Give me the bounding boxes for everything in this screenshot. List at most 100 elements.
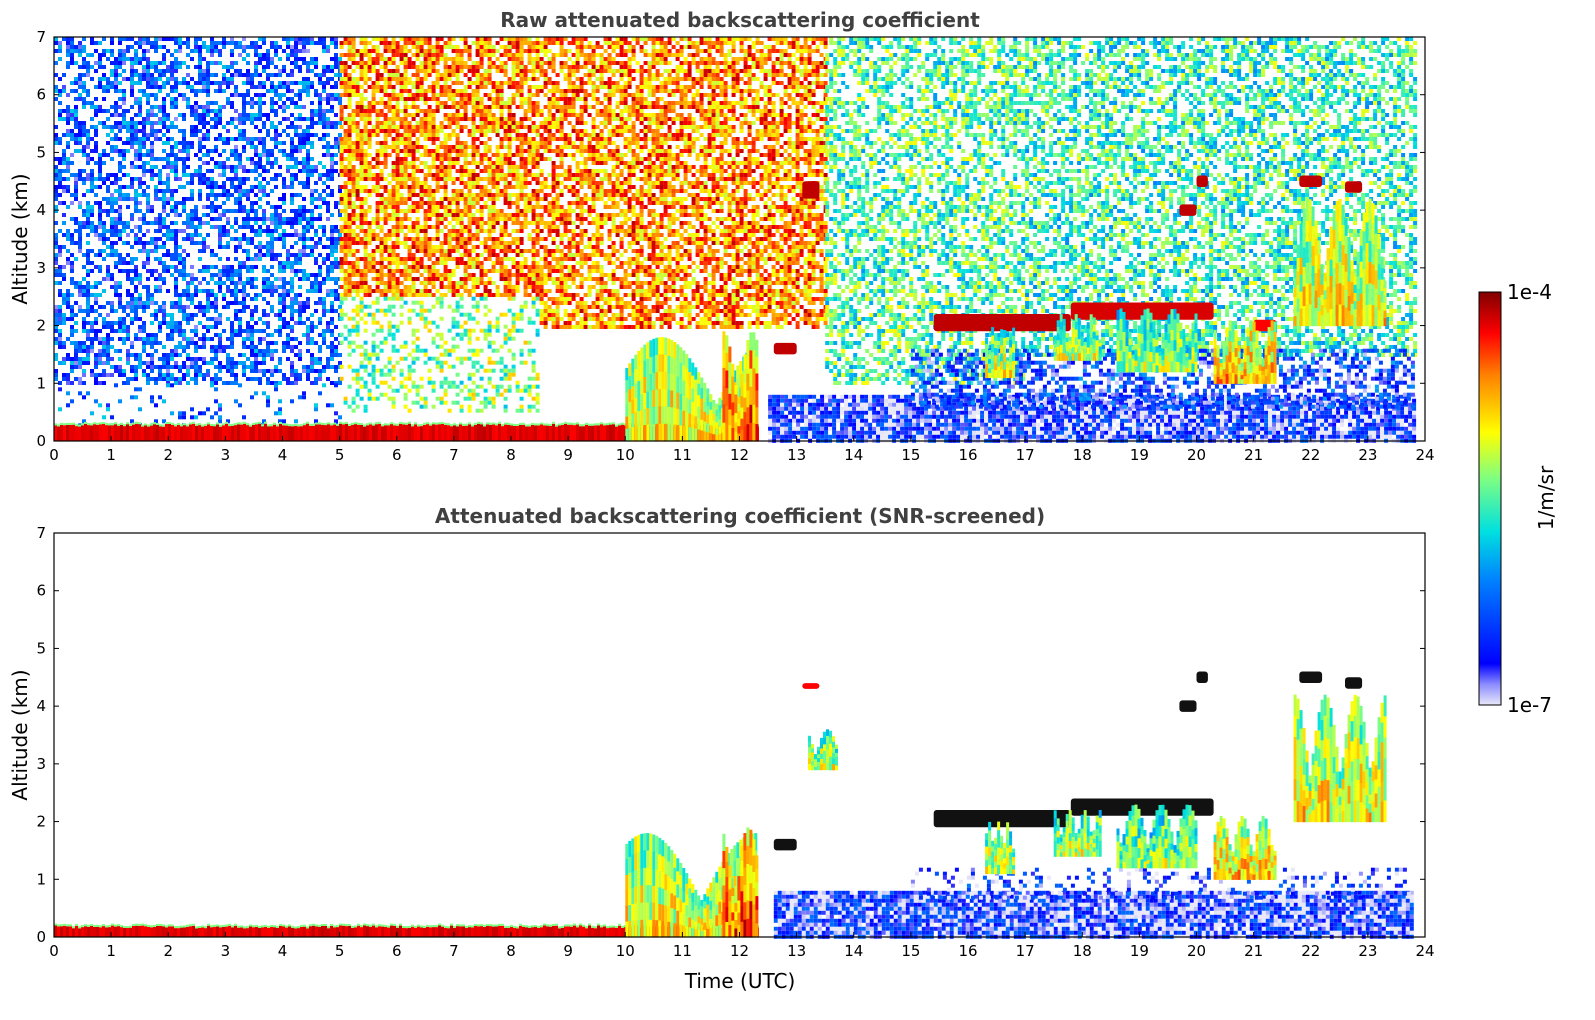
feature-cloud bbox=[1345, 181, 1363, 193]
x-tick-label: 17 bbox=[1016, 446, 1035, 464]
feature-noise bbox=[825, 37, 1026, 385]
x-tick-label: 24 bbox=[1415, 942, 1434, 960]
feature-virga bbox=[1293, 694, 1387, 823]
feature-noise bbox=[54, 37, 342, 385]
x-tick-label: 3 bbox=[221, 942, 231, 960]
x-tick-label: 1 bbox=[106, 942, 116, 960]
raw-x-ticks: 0 1 2 3 4 5 6 7 8 9 10 11 12 13 14 15 16 17 18 19 20 21 22 23 24 bbox=[49, 436, 1435, 464]
feature-virga bbox=[1053, 810, 1102, 857]
feature-cloud bbox=[1179, 700, 1197, 712]
x-tick-label: 10 bbox=[616, 446, 635, 464]
x-tick-label: 2 bbox=[163, 446, 173, 464]
feature-cloud bbox=[933, 314, 1071, 332]
feature-plume bbox=[722, 827, 759, 938]
feature-noise bbox=[339, 296, 540, 413]
feature-cloud bbox=[773, 342, 797, 355]
x-tick-label: 5 bbox=[335, 942, 345, 960]
x-tick-label: 4 bbox=[278, 942, 288, 960]
x-tick-label: 13 bbox=[787, 942, 806, 960]
raw-heatmap-area bbox=[54, 37, 1418, 443]
screened-panel-title: Attenuated backscattering coefficient (S… bbox=[435, 504, 1045, 528]
y-tick-label: 4 bbox=[36, 697, 46, 715]
x-tick-label: 10 bbox=[616, 942, 635, 960]
feature-cloud bbox=[1070, 798, 1214, 816]
y-tick-label: 1 bbox=[36, 870, 46, 888]
feature-cloud bbox=[773, 838, 797, 851]
x-tick-label: 23 bbox=[1358, 942, 1377, 960]
feature-cloud bbox=[1299, 175, 1323, 187]
x-tick-label: 5 bbox=[335, 446, 345, 464]
y-tick-label: 7 bbox=[36, 28, 46, 46]
x-tick-label: 6 bbox=[392, 446, 402, 464]
x-tick-label: 12 bbox=[730, 942, 749, 960]
colorbar-min-label: 1e-7 bbox=[1507, 693, 1552, 717]
x-tick-label: 18 bbox=[1073, 446, 1092, 464]
y-tick-label: 7 bbox=[36, 524, 46, 542]
x-tick-label: 0 bbox=[49, 942, 59, 960]
x-tick-label: 14 bbox=[844, 942, 863, 960]
feature-noise bbox=[768, 394, 1417, 443]
x-tick-label: 0 bbox=[49, 446, 59, 464]
y-tick-label: 5 bbox=[36, 639, 46, 657]
x-tick-label: 17 bbox=[1016, 942, 1035, 960]
screened-backscatter-panel: Attenuated backscattering coefficient (S… bbox=[8, 504, 1435, 993]
feature-virga bbox=[985, 327, 1016, 379]
x-tick-label: 9 bbox=[563, 942, 573, 960]
x-tick-label: 15 bbox=[901, 942, 920, 960]
y-tick-label: 5 bbox=[36, 143, 46, 161]
screened-heatmap-area bbox=[54, 671, 1414, 939]
y-tick-label: 2 bbox=[36, 813, 46, 831]
x-tick-label: 15 bbox=[901, 446, 920, 464]
feature-virga bbox=[1293, 198, 1387, 327]
screened-x-ticks: 0 1 2 3 4 5 6 7 8 9 10 11 12 13 14 15 16 17 18 19 20 21 22 23 24 bbox=[49, 932, 1435, 960]
x-tick-label: 20 bbox=[1187, 446, 1206, 464]
x-tick-label: 4 bbox=[278, 446, 288, 464]
feature-virga bbox=[1053, 314, 1102, 361]
y-tick-label: 0 bbox=[36, 928, 46, 946]
y-tick-label: 3 bbox=[36, 259, 46, 277]
x-tick-label: 6 bbox=[392, 942, 402, 960]
feature-plume bbox=[722, 331, 759, 442]
colorbar: 1e-4 1e-7 1/m/sr bbox=[1478, 280, 1558, 717]
feature-cloud bbox=[802, 683, 820, 689]
feature-virga bbox=[985, 821, 1016, 875]
feature-virga bbox=[1213, 320, 1277, 384]
x-tick-label: 22 bbox=[1301, 446, 1320, 464]
x-tick-label: 16 bbox=[958, 942, 977, 960]
feature-noise bbox=[773, 890, 1414, 939]
colorbar-max-label: 1e-4 bbox=[1507, 280, 1552, 304]
x-tick-label: 1 bbox=[106, 446, 116, 464]
x-tick-label: 12 bbox=[730, 446, 749, 464]
x-tick-label: 13 bbox=[787, 446, 806, 464]
x-tick-label: 21 bbox=[1244, 446, 1263, 464]
x-tick-label: 7 bbox=[449, 942, 459, 960]
feature-virga bbox=[1116, 804, 1198, 869]
feature-plume bbox=[808, 729, 838, 771]
feature-noise bbox=[539, 37, 828, 329]
feature-cloud bbox=[933, 810, 1071, 828]
x-tick-label: 11 bbox=[673, 446, 692, 464]
x-tick-label: 19 bbox=[1130, 446, 1149, 464]
x-tick-label: 16 bbox=[958, 446, 977, 464]
feature-cloud bbox=[1299, 671, 1323, 683]
feature-noise bbox=[339, 37, 540, 297]
feature-cloud bbox=[802, 181, 820, 199]
x-tick-label: 23 bbox=[1358, 446, 1377, 464]
y-tick-label: 6 bbox=[36, 582, 46, 600]
colorbar-unit-label: 1/m/sr bbox=[1534, 465, 1558, 530]
feature-cloud bbox=[1196, 671, 1208, 683]
raw-panel-title: Raw attenuated backscattering coefficien… bbox=[500, 8, 980, 32]
x-tick-label: 7 bbox=[449, 446, 459, 464]
x-tick-label: 8 bbox=[506, 942, 516, 960]
x-axis-label: Time (UTC) bbox=[684, 969, 796, 993]
x-tick-label: 22 bbox=[1301, 942, 1320, 960]
y-tick-label: 4 bbox=[36, 201, 46, 219]
y-tick-label: 2 bbox=[36, 317, 46, 335]
x-tick-label: 2 bbox=[163, 942, 173, 960]
colorbar-gradient bbox=[1478, 291, 1502, 706]
x-tick-label: 18 bbox=[1073, 942, 1092, 960]
x-tick-label: 8 bbox=[506, 446, 516, 464]
x-tick-label: 9 bbox=[563, 446, 573, 464]
x-tick-label: 21 bbox=[1244, 942, 1263, 960]
